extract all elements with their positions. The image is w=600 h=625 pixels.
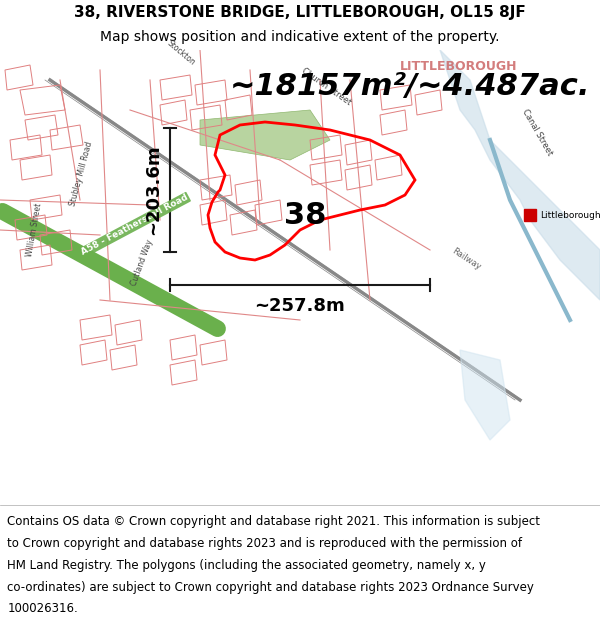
Polygon shape: [200, 110, 330, 160]
Polygon shape: [460, 350, 510, 440]
Text: Canal Street: Canal Street: [520, 107, 554, 157]
Text: William Street: William Street: [25, 202, 43, 257]
Text: Stubley Mill Road: Stubley Mill Road: [68, 141, 94, 207]
Text: 38: 38: [284, 201, 326, 229]
Text: Stockton: Stockton: [165, 38, 197, 67]
Text: Littleborough: Littleborough: [540, 211, 600, 219]
Text: Railway: Railway: [450, 247, 482, 272]
Text: to Crown copyright and database rights 2023 and is reproduced with the permissio: to Crown copyright and database rights 2…: [7, 537, 522, 550]
Polygon shape: [440, 50, 600, 300]
Text: 100026316.: 100026316.: [7, 602, 78, 616]
Text: ~203.6m: ~203.6m: [144, 144, 162, 235]
FancyArrowPatch shape: [2, 211, 218, 329]
Text: ~18157m²/~4.487ac.: ~18157m²/~4.487ac.: [230, 72, 590, 101]
Text: LITTLEBOROUGH: LITTLEBOROUGH: [400, 60, 517, 73]
Text: Map shows position and indicative extent of the property.: Map shows position and indicative extent…: [100, 31, 500, 44]
Text: ~257.8m: ~257.8m: [254, 297, 346, 315]
Text: Church Street: Church Street: [300, 66, 353, 107]
Text: A58 - Featherstall Road: A58 - Featherstall Road: [80, 193, 190, 257]
Text: HM Land Registry. The polygons (including the associated geometry, namely x, y: HM Land Registry. The polygons (includin…: [7, 559, 486, 572]
Text: 38, RIVERSTONE BRIDGE, LITTLEBOROUGH, OL15 8JF: 38, RIVERSTONE BRIDGE, LITTLEBOROUGH, OL…: [74, 5, 526, 20]
Text: co-ordinates) are subject to Crown copyright and database rights 2023 Ordnance S: co-ordinates) are subject to Crown copyr…: [7, 581, 534, 594]
Text: Contains OS data © Crown copyright and database right 2021. This information is : Contains OS data © Crown copyright and d…: [7, 515, 540, 528]
Text: Cutland Way: Cutland Way: [130, 238, 155, 287]
